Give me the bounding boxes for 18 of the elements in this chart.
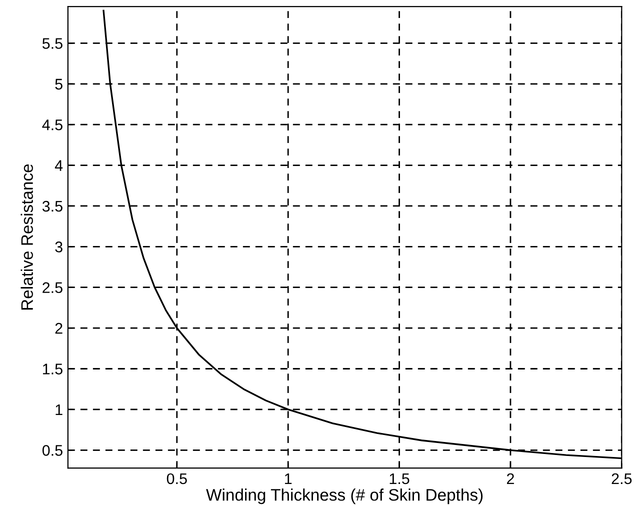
y-tick-label: 5.5: [42, 38, 62, 49]
y-tick-label: 1: [56, 404, 62, 415]
y-tick-label: 4.5: [42, 120, 62, 130]
y-tick-label: 1.5: [43, 364, 62, 374]
x-tick-label: 1: [285, 473, 292, 484]
x-tick-label: 2.5: [612, 473, 632, 484]
y-tick-label: 4: [54, 160, 63, 171]
x-tick-label: 2: [506, 473, 514, 484]
y-tick-label: 2.5: [42, 282, 62, 294]
y-axis-title: Relative Resistance: [20, 164, 33, 310]
y-tick-label: 2: [55, 322, 62, 334]
x-axis-title: Winding Thickness (# of Skin Depths): [206, 488, 483, 504]
y-tick-label: 3: [55, 242, 62, 252]
y-tick-label: 0.5: [42, 445, 62, 456]
y-tick-label: 3.5: [42, 200, 62, 212]
x-tick-label: 0.5: [166, 473, 187, 484]
x-tick-label: 1.5: [390, 473, 410, 484]
y-tick-label: 5: [55, 78, 62, 90]
